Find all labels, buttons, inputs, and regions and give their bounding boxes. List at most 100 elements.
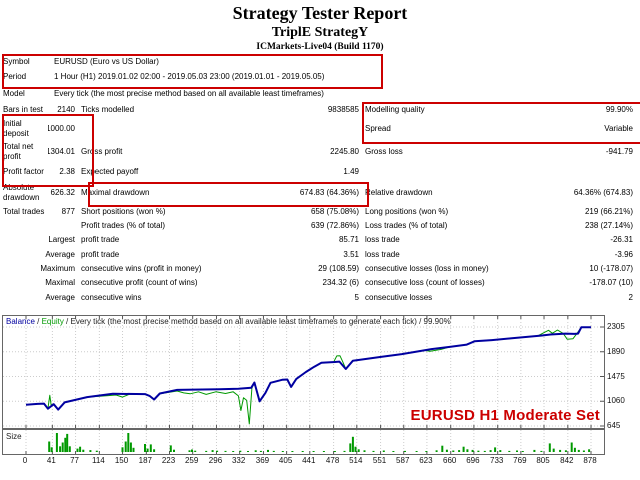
report-row: Largest profit trade 85.71 loss trade -26.31 — [3, 233, 637, 247]
title-block: Strategy Tester Report TriplE StrategY I… — [0, 3, 640, 53]
report-cell: 219 (66.21%) — [584, 206, 633, 216]
report-cell: 9838585 — [327, 105, 359, 114]
legend-separator-1: / — [34, 317, 42, 326]
report-cell: Model — [3, 89, 25, 98]
report-cell — [81, 117, 253, 140]
report-cell: 99.90% — [605, 105, 633, 114]
x-axis-tick-label: 805 — [536, 456, 550, 465]
x-axis-labels: 0 41 77 114 150 187 223 259 296 332 369 405 441 478 51… — [2, 456, 603, 466]
report-row: Profit factor 2.38 Expected payoff 1.49 — [3, 163, 637, 181]
report-cell: 1304.01 — [48, 146, 75, 156]
report-cell: 639 (72.86%) — [310, 221, 359, 230]
report-cell: Maximal drawdown — [81, 187, 150, 197]
report-cell: Long positions (won %) — [365, 206, 449, 216]
x-axis-tick-label: 41 — [46, 456, 56, 465]
report-cell: 1000.00 — [48, 123, 75, 133]
report-cell: 5 — [354, 292, 359, 302]
report-cell: Ticks modelled — [81, 105, 135, 114]
report-cell: Average — [45, 292, 75, 302]
x-axis-tick-label: 114 — [91, 456, 105, 465]
strategy-name: TriplE StrategY — [271, 25, 369, 40]
x-axis-tick-label: 259 — [184, 456, 199, 465]
y-axis-tick-label: 1475 — [607, 371, 625, 381]
x-axis-tick-label: 878 — [583, 456, 597, 465]
report-cell: consecutive loss (count of losses) — [365, 278, 485, 287]
x-axis-tick-label: 77 — [70, 456, 79, 465]
report-row: Model Every tick (the most precise method… — [3, 85, 637, 103]
report-cell: profit trade — [81, 249, 120, 259]
page-title: Strategy Tester Report — [232, 3, 408, 23]
report-cell: 877 — [61, 206, 75, 216]
report-cell: Modelling quality — [365, 105, 425, 114]
report-cell: -178.07 (10) — [589, 278, 633, 287]
x-axis-tick-label: 187 — [138, 456, 153, 465]
report-cell: 2 — [628, 292, 633, 302]
report-row: Bars in test 2140 Ticks modelled 9838585 Mod… — [3, 103, 637, 117]
report-row: Total net profit 1304.01 Gross profit 2245.… — [3, 140, 637, 163]
x-axis-tick-label: 696 — [466, 456, 480, 465]
report-cell: 674.83 (64.36%) — [299, 187, 359, 197]
report-row: Profit trades (% of total) 639 (72.86%) Lo… — [3, 219, 637, 233]
x-axis-tick-label: 733 — [490, 456, 504, 465]
report-cell: loss trade — [365, 235, 400, 244]
report-cell: Gross loss — [365, 146, 403, 156]
y-axis-tick-label: 1060 — [607, 396, 625, 406]
report-cell: EURUSD (Euro vs US Dollar) — [54, 57, 159, 66]
x-axis-tick-label: 0 — [22, 456, 28, 465]
report-cell: Symbol — [3, 57, 30, 66]
report-table: Symbol EURUSD (Euro vs US Dollar) Period 1 … — [3, 55, 637, 305]
x-axis-tick-label: 842 — [560, 456, 574, 465]
report-cell: consecutive wins (profit in money) — [81, 264, 202, 273]
report-cell — [3, 219, 48, 233]
report-row: Period 1 Hour (H1) 2019.01.02 02:00 - 201… — [3, 69, 637, 85]
report-cell — [365, 163, 521, 181]
report-cell: Bars in test — [3, 105, 44, 114]
chart-legend: Balance / Equity / Every tick (the most … — [6, 317, 451, 326]
report-cell: Expected payoff — [81, 167, 139, 176]
report-cell: Maximal — [45, 278, 75, 287]
size-chart: Size — [2, 429, 605, 455]
report-cell: loss trade — [365, 249, 400, 259]
report-cell: 1.49 — [343, 167, 359, 176]
x-axis-tick-label: 551 — [372, 456, 387, 465]
legend-method-label: / Every tick (the most precise method ba… — [63, 317, 451, 326]
x-axis-tick-label: 369 — [255, 456, 270, 465]
x-axis-tick-label: 296 — [208, 456, 223, 465]
report-cell: 2.38 — [59, 167, 75, 176]
report-cell: 3.51 — [343, 249, 359, 259]
x-axis-tick-label: 587 — [396, 456, 410, 465]
report-cell: consecutive losses (loss in money) — [365, 264, 489, 273]
report-cell: 2245.80 — [330, 146, 359, 156]
report-cell: 626.32 — [50, 187, 75, 197]
report-row: Maximum consecutive wins (profit in money… — [3, 262, 637, 276]
x-axis-tick-label: 150 — [114, 456, 129, 465]
report-cell: -3.96 — [614, 249, 633, 259]
report-cell: Profit trades (% of total) — [81, 221, 166, 230]
balance-equity-chart: Balance / Equity / Every tick (the most … — [2, 315, 605, 429]
report-row: Average profit trade 3.51 loss trade -3.96 — [3, 247, 637, 262]
watermark-text: EURUSD H1 Moderate Set — [410, 407, 600, 424]
x-axis-tick-label: 514 — [349, 456, 363, 465]
report-row: Maximal consecutive profit (count of wins… — [3, 276, 637, 290]
x-axis-tick-label: 660 — [443, 456, 457, 465]
report-cell: 658 (75.08%) — [310, 206, 359, 216]
x-axis-tick-label: 769 — [513, 456, 527, 465]
x-axis-tick-label: 223 — [161, 456, 176, 465]
report-row: Initial deposit 1000.00 Spread Variable — [3, 117, 637, 140]
report-cell: Loss trades (% of total) — [365, 221, 448, 230]
legend-balance-label: Balance — [6, 317, 35, 326]
report-cell: 2140 — [57, 105, 75, 114]
report-cell — [48, 219, 75, 233]
report-cell: Spread — [365, 123, 391, 133]
report-cell: consecutive profit (count of wins) — [81, 278, 198, 287]
report-cell: 1 Hour (H1) 2019.01.02 02:00 - 2019.05.0… — [54, 72, 325, 81]
x-axis-tick-label: 405 — [278, 456, 293, 465]
report-cell: -26.31 — [610, 235, 633, 244]
report-row: Symbol EURUSD (Euro vs US Dollar) — [3, 55, 637, 69]
y-axis-tick-label: 2305 — [607, 322, 625, 331]
report-cell: 238 (27.14%) — [584, 221, 633, 230]
report-cell: Gross profit — [81, 146, 123, 156]
report-cell: 29 (108.59) — [318, 264, 359, 273]
x-axis-tick-label: 623 — [419, 456, 433, 465]
x-axis-tick-label: 478 — [325, 456, 340, 465]
